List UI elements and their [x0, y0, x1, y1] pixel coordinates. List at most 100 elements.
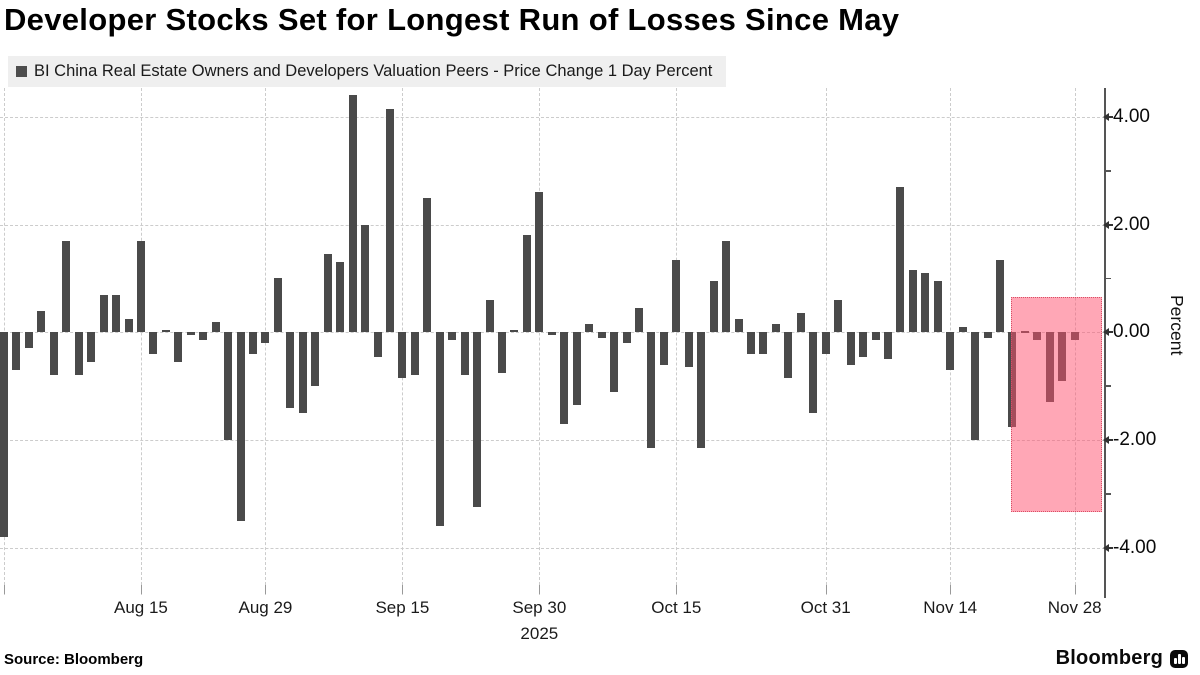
y-minor-tick — [1105, 385, 1111, 387]
bar — [784, 332, 793, 379]
bar — [361, 224, 370, 333]
x-tick — [402, 585, 404, 594]
x-axis-label: Nov 14 — [923, 598, 978, 617]
bar — [24, 332, 33, 349]
bar — [398, 332, 407, 379]
bar — [373, 332, 382, 357]
bar — [610, 332, 619, 392]
x-tick — [950, 585, 952, 594]
bar — [560, 332, 569, 424]
bar — [12, 332, 21, 370]
bar — [49, 332, 58, 376]
bar — [485, 299, 494, 333]
y-gridline — [0, 224, 1105, 226]
highlight-region — [1010, 297, 1102, 512]
y-tick — [1105, 223, 1113, 226]
bar — [946, 332, 955, 370]
x-tick — [140, 585, 142, 594]
bar — [659, 332, 668, 365]
y-tick-arrow-icon — [1103, 328, 1109, 337]
bar — [510, 329, 519, 333]
bar — [498, 332, 506, 373]
bar — [199, 332, 208, 341]
x-gridline — [140, 88, 142, 595]
y-axis-label: -2.00 — [1113, 429, 1157, 450]
bar — [709, 281, 718, 333]
bar — [112, 294, 121, 333]
bar — [622, 332, 631, 344]
bar — [597, 332, 606, 338]
x-axis-label: Oct 31 — [800, 598, 851, 617]
y-tick — [1105, 546, 1113, 549]
bar — [585, 324, 594, 333]
bar — [149, 332, 158, 354]
x-axis-label: Sep 15 — [375, 598, 430, 617]
bar — [834, 299, 843, 333]
bar — [62, 240, 71, 333]
x-tick — [825, 585, 827, 594]
bar — [734, 318, 743, 333]
bar — [634, 308, 643, 333]
bar — [249, 332, 257, 354]
y-tick-arrow-icon — [1103, 220, 1109, 229]
legend-label: BI China Real Estate Owners and Develope… — [34, 62, 713, 80]
bar — [846, 332, 855, 365]
bar — [323, 254, 332, 333]
bar — [99, 294, 108, 333]
bar — [161, 329, 170, 333]
bar — [261, 332, 270, 344]
y-axis-spine — [1104, 88, 1106, 598]
bar — [224, 332, 233, 440]
page-title: Developer Stocks Set for Longest Run of … — [4, 2, 900, 37]
bar — [859, 332, 868, 357]
bar — [547, 332, 556, 335]
x-axis-label: Sep 30 — [512, 598, 567, 617]
bar — [460, 332, 469, 376]
bar — [0, 332, 8, 537]
legend: BI China Real Estate Owners and Develope… — [8, 56, 727, 87]
bar — [435, 332, 444, 527]
x-gridline — [676, 88, 678, 595]
bar — [697, 332, 706, 449]
legend-marker-icon — [16, 66, 27, 77]
y-tick — [1105, 115, 1113, 118]
y-axis-label: 4.00 — [1113, 105, 1150, 127]
bar — [759, 332, 768, 354]
bar — [809, 332, 818, 414]
bar — [473, 332, 482, 508]
x-tick — [265, 585, 267, 594]
bar — [236, 332, 245, 521]
bar — [336, 262, 345, 333]
bar — [722, 240, 731, 333]
y-axis-label: -4.00 — [1113, 536, 1157, 558]
bar — [647, 332, 656, 449]
bar — [448, 332, 457, 341]
x-tick — [1074, 585, 1076, 594]
bar — [410, 332, 419, 376]
bar — [87, 332, 96, 362]
y-minor-tick — [1105, 493, 1111, 495]
bloomberg-logo: Bloomberg — [1056, 647, 1188, 670]
bar — [385, 108, 394, 333]
x-axis-label: Aug 15 — [113, 598, 168, 617]
bar — [908, 270, 917, 333]
bar — [871, 332, 880, 341]
bar — [933, 281, 942, 333]
y-tick-arrow-icon — [1103, 543, 1109, 552]
bar — [672, 259, 681, 333]
x-tick — [676, 585, 678, 594]
y-tick-arrow-icon — [1103, 436, 1109, 444]
x-tick — [539, 585, 541, 594]
bar — [883, 332, 892, 360]
bar — [298, 332, 307, 414]
y-tick — [1105, 331, 1113, 334]
y-minor-tick — [1105, 277, 1111, 280]
bar — [983, 332, 992, 338]
y-minor-tick — [1105, 170, 1111, 172]
y-axis-label: 0.00 — [1113, 321, 1150, 343]
y-axis-label: 2.00 — [1113, 213, 1150, 235]
x-tick — [4, 585, 5, 594]
y-gridline — [0, 116, 1105, 118]
